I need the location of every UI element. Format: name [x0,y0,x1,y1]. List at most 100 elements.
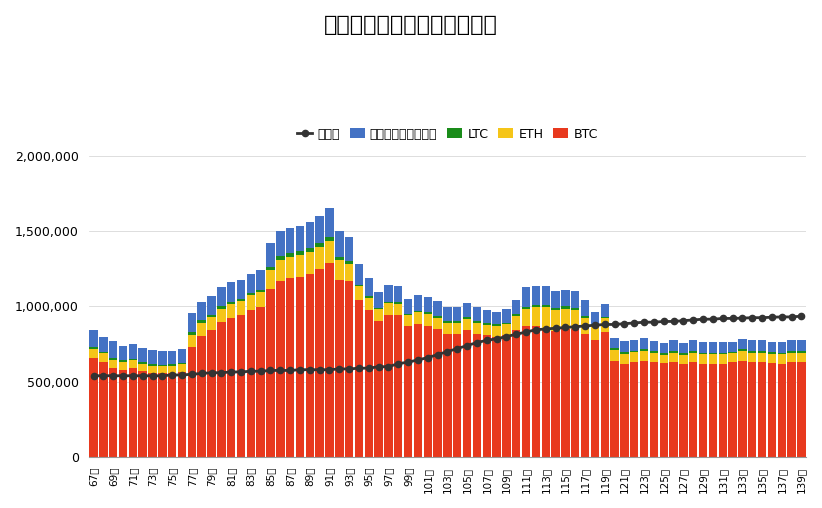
Bar [611,350,619,361]
Bar [797,353,806,362]
Bar [601,332,609,457]
Bar [621,352,629,354]
Bar [385,284,393,302]
Bar [375,292,383,307]
Bar [679,343,688,353]
Bar [345,237,353,262]
Bar [758,362,766,457]
Bar [463,319,471,330]
Bar [413,312,423,325]
Bar [168,373,177,457]
Bar [326,263,334,457]
Bar [542,305,550,307]
Bar [394,315,403,457]
Bar [502,309,510,323]
Bar [138,347,147,362]
Bar [119,362,127,370]
Bar [286,229,294,253]
投賄額 [442,348,452,355]
Bar [217,309,225,322]
Bar [463,330,471,457]
Bar [571,310,580,329]
Bar [404,315,413,326]
Bar [532,287,540,305]
Bar [433,329,442,457]
Bar [699,342,707,353]
Bar [385,303,393,314]
Bar [109,341,118,358]
Bar [601,304,609,316]
Bar [168,351,177,364]
Text: 仮想通貨への投賄額と評価額: 仮想通貨への投賄額と評価額 [324,15,498,35]
Bar [797,351,806,353]
Bar [443,321,451,323]
Bar [621,364,629,457]
Bar [483,323,491,325]
Bar [99,352,108,354]
Bar [758,353,766,362]
Bar [512,330,520,457]
Bar [778,342,786,353]
Bar [787,340,796,351]
Bar [640,349,649,351]
Bar [158,351,167,365]
Bar [649,353,658,362]
Bar [561,291,570,306]
Bar [778,353,786,354]
Bar [207,318,215,330]
Bar [611,361,619,457]
Bar [90,358,98,457]
Bar [443,333,451,457]
Bar [187,335,196,347]
Bar [316,269,324,457]
Bar [345,262,353,264]
Bar [709,342,717,353]
Bar [492,326,501,336]
Bar [748,362,756,457]
Bar [413,296,423,310]
Bar [689,340,698,351]
Bar [256,290,265,293]
Bar [630,362,639,457]
Bar [158,366,167,373]
Bar [227,318,235,457]
Bar [266,243,275,267]
Bar [168,366,177,373]
Bar [404,313,413,315]
Bar [237,280,245,299]
Bar [129,368,137,457]
Bar [296,226,304,251]
Bar [768,363,776,457]
Bar [758,340,766,351]
Bar [768,342,776,352]
Bar [404,299,413,313]
Bar [365,310,373,457]
Bar [571,291,580,308]
投賄額 [246,368,256,374]
Bar [738,361,746,457]
Bar [502,323,510,325]
Bar [679,353,688,355]
Bar [728,342,737,352]
Bar [217,287,225,306]
Bar [365,296,373,298]
Bar [138,362,147,364]
Bar [453,322,461,323]
Bar [718,354,727,364]
Bar [119,360,127,362]
Bar [561,329,570,457]
Bar [532,305,540,307]
Bar [90,331,98,347]
Bar [276,260,284,281]
Bar [699,364,707,457]
Bar [758,351,766,353]
Bar [591,339,599,457]
Bar [473,306,481,321]
Bar [689,353,698,362]
Bar [512,300,520,314]
Bar [433,301,442,316]
Bar [611,348,619,350]
Bar [709,353,717,354]
Bar [276,256,284,260]
Bar [473,323,481,333]
